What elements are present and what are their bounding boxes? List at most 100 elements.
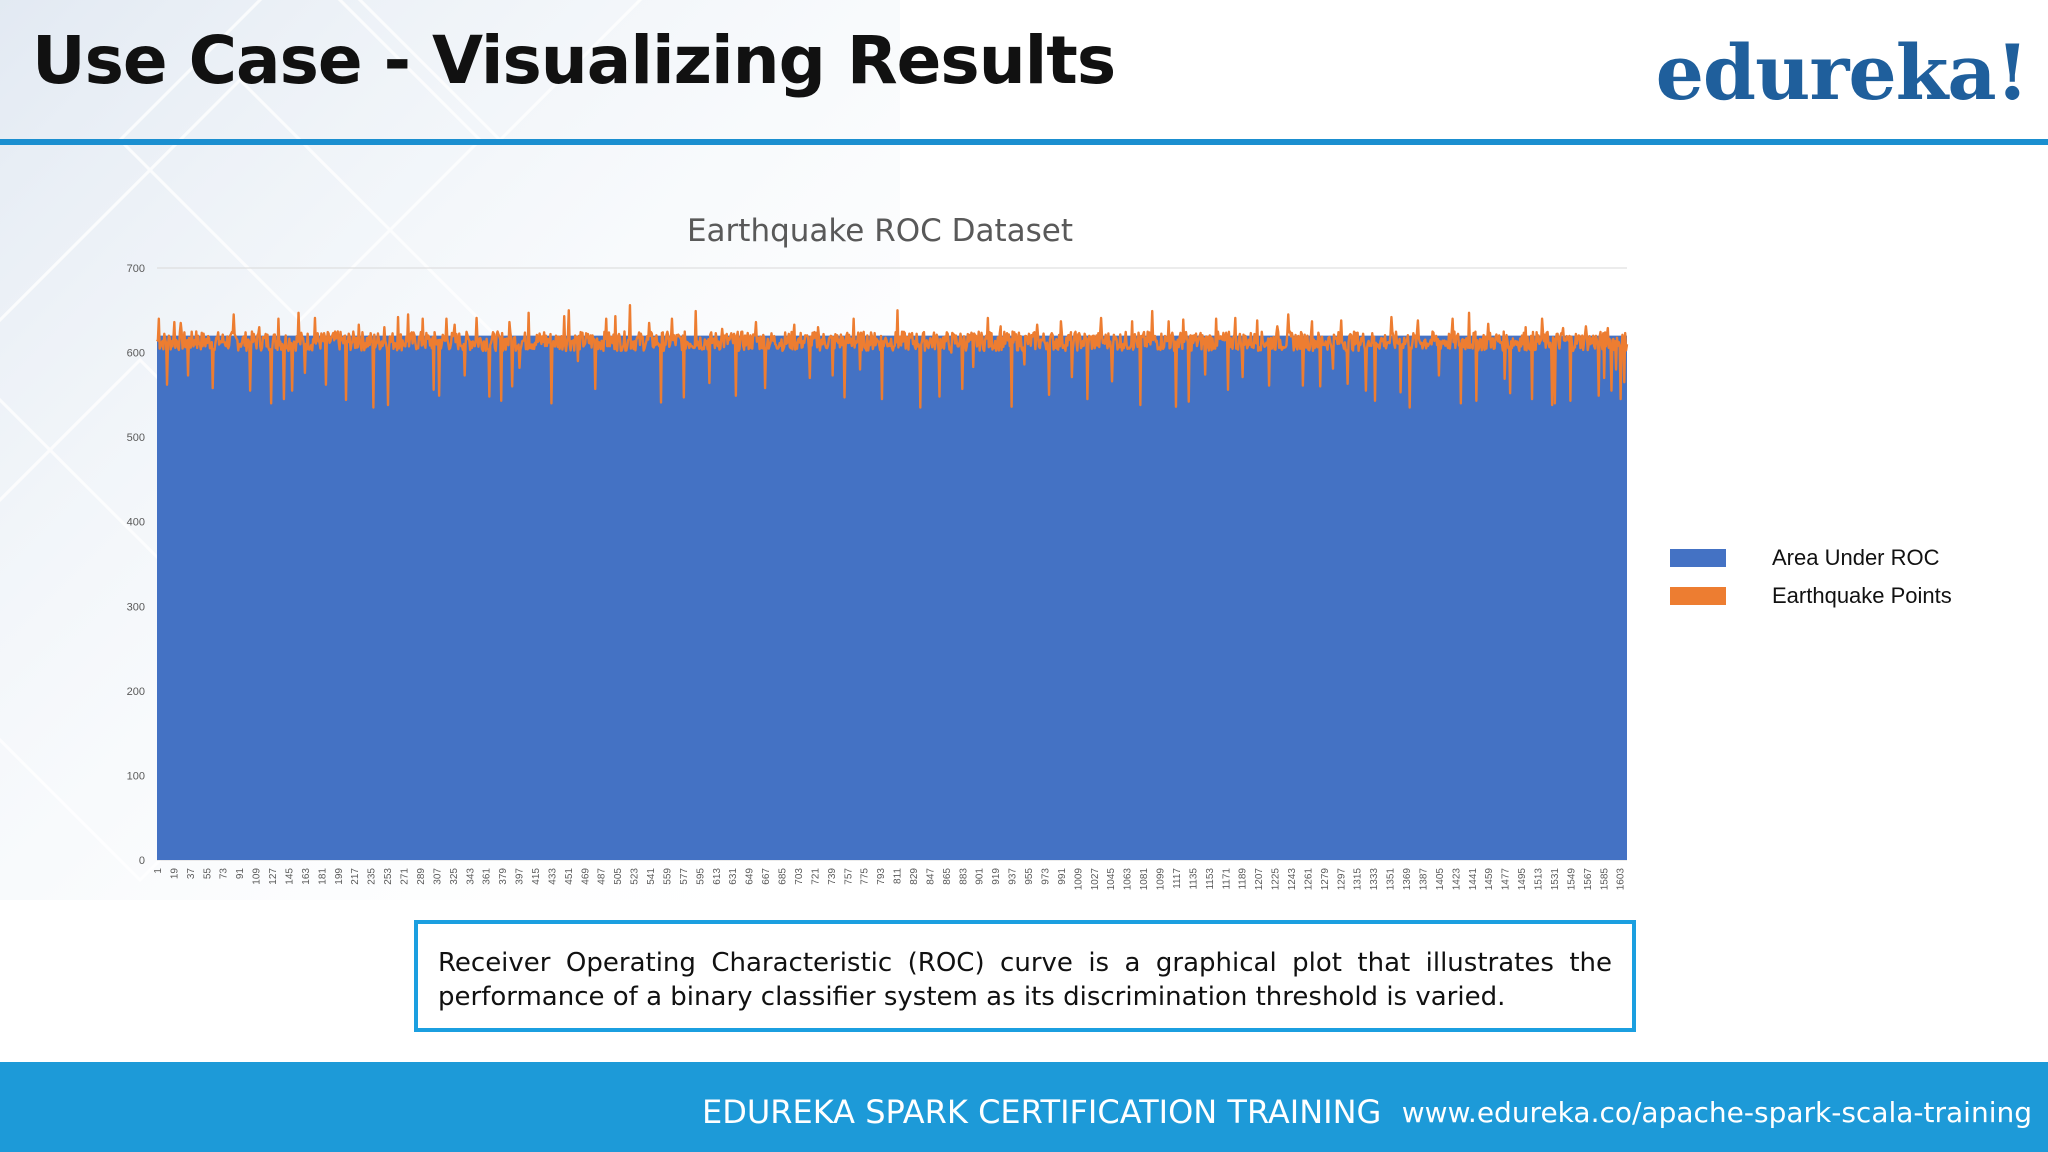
x-tick-label: 271 [400,868,411,885]
earthquake-points-series [156,304,1629,409]
x-tick-label: 73 [219,868,230,880]
x-tick-label: 613 [712,868,723,885]
x-tick-label: 469 [580,868,591,885]
points-series-layer [156,304,1629,409]
x-tick-label: 901 [975,868,986,885]
y-tick-label: 600 [127,348,145,360]
y-tick-label: 200 [127,686,145,698]
x-tick-label: 433 [547,868,558,885]
x-tick-label: 1387 [1418,868,1429,891]
x-tick-label: 1585 [1599,868,1610,891]
footer-bar [0,1062,2048,1152]
description-text: Receiver Operating Characteristic (ROC) … [438,948,1612,1012]
x-tick-label: 955 [1024,868,1035,885]
x-tick-label: 739 [827,868,838,885]
x-tick-label: 1297 [1336,868,1347,891]
x-tick-label: 1315 [1353,868,1364,891]
x-tick-label: 775 [860,868,871,885]
y-tick-label: 700 [127,263,145,275]
x-tick-label: 1009 [1073,868,1084,891]
x-tick-label: 595 [695,868,706,885]
x-tick-label: 847 [925,868,936,885]
footer-course-title: EDUREKA SPARK CERTIFICATION TRAINING [702,1093,1382,1131]
x-axis-ticks: 1 19 37 55 73 91 109 127 145 163 181 199 217 235 253 27… [153,868,1627,891]
x-tick-label: 1 [153,868,164,874]
x-tick-label: 487 [597,868,608,885]
chart-title: Earthquake ROC Dataset [687,213,1073,249]
x-tick-label: 1441 [1468,868,1479,891]
footer-url[interactable]: www.edureka.co/apache-spark-scala-traini… [1401,1096,2032,1129]
x-tick-label: 721 [810,868,821,885]
x-tick-label: 109 [252,868,263,885]
x-tick-label: 577 [679,868,690,885]
x-tick-label: 685 [778,868,789,885]
x-tick-label: 91 [235,868,246,880]
roc-chart: Earthquake ROC Dataset 0 100 200 300 400 500 6… [127,213,1952,891]
x-tick-label: 667 [761,868,772,885]
x-tick-label: 1261 [1303,868,1314,891]
x-tick-label: 343 [465,868,476,885]
slide-title: Use Case - Visualizing Results [32,22,1116,99]
x-tick-label: 1405 [1435,868,1446,891]
x-tick-label: 55 [202,868,213,880]
x-tick-label: 181 [317,868,328,885]
x-tick-label: 415 [531,868,542,885]
x-tick-label: 1063 [1123,868,1134,891]
x-tick-label: 145 [284,868,295,885]
x-tick-label: 505 [613,868,624,885]
x-tick-label: 703 [794,868,805,885]
x-tick-label: 811 [893,868,904,884]
x-tick-label: 1243 [1287,868,1298,891]
x-tick-label: 1153 [1205,868,1216,890]
y-tick-label: 100 [127,770,145,782]
x-tick-label: 1477 [1501,868,1512,891]
x-tick-label: 361 [482,868,493,885]
x-tick-label: 1333 [1369,868,1380,891]
x-tick-label: 163 [301,868,312,885]
x-tick-label: 1423 [1451,868,1462,891]
x-tick-label: 1351 [1386,868,1397,891]
x-tick-label: 289 [416,868,427,885]
x-tick-label: 1369 [1402,868,1413,891]
legend-label-earthquake-points: Earthquake Points [1772,583,1952,608]
x-tick-label: 883 [958,868,969,885]
edureka-logo: edureka! [1655,28,2029,117]
x-tick-label: 1099 [1156,868,1167,891]
x-tick-label: 631 [728,868,739,885]
x-tick-label: 1549 [1566,868,1577,891]
x-tick-label: 1027 [1090,868,1101,891]
x-tick-label: 1603 [1616,868,1627,891]
x-tick-label: 1189 [1238,868,1249,890]
x-tick-label: 325 [449,868,460,885]
x-tick-label: 1207 [1254,868,1265,891]
y-axis-ticks: 0 100 200 300 400 500 600 700 [127,263,145,867]
title-divider [0,139,2048,145]
x-tick-label: 541 [646,868,657,885]
x-tick-label: 1117 [1172,868,1183,889]
area-under-roc-series [157,335,1627,860]
x-tick-label: 1135 [1188,868,1199,890]
legend-swatch-earthquake-points [1670,587,1726,605]
area-series-layer [157,335,1627,860]
x-tick-label: 829 [909,868,920,885]
x-tick-label: 991 [1057,868,1068,885]
x-tick-label: 397 [515,868,526,885]
x-tick-label: 19 [169,868,180,880]
chart-legend: Area Under ROC Earthquake Points [1670,545,1952,608]
x-tick-label: 379 [498,868,509,885]
x-tick-label: 37 [186,868,197,880]
x-tick-label: 1225 [1271,868,1282,891]
x-tick-label: 1279 [1320,868,1331,891]
x-tick-label: 235 [367,868,378,885]
x-tick-label: 1531 [1550,868,1561,891]
y-tick-label: 500 [127,432,145,444]
x-tick-label: 757 [843,868,854,885]
y-tick-label: 400 [127,517,145,529]
x-tick-label: 1567 [1583,868,1594,891]
y-tick-label: 300 [127,601,145,613]
x-tick-label: 199 [334,868,345,885]
x-tick-label: 1459 [1484,868,1495,891]
legend-label-area-under-roc: Area Under ROC [1772,545,1940,570]
description-box: Receiver Operating Characteristic (ROC) … [414,920,1636,1032]
x-tick-label: 973 [1040,868,1051,885]
